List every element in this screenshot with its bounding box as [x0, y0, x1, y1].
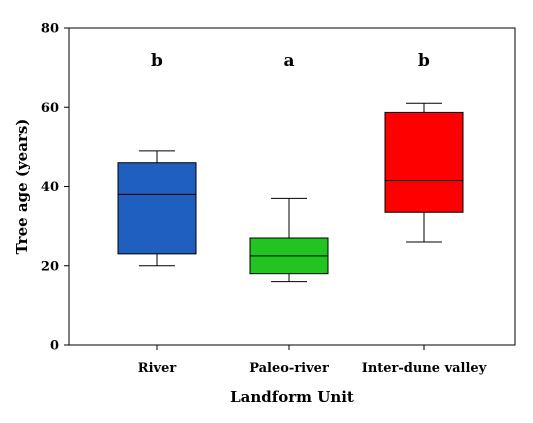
y-tick-label: 40 [41, 180, 59, 195]
box-3: b [384, 51, 464, 243]
y-tick-label: 20 [41, 259, 59, 274]
x-category-label: Paleo-river [249, 361, 329, 376]
significance-letter: a [283, 51, 294, 71]
y-tick-label: 80 [41, 22, 59, 37]
iqr-box [384, 111, 464, 213]
x-category-label: River [138, 361, 177, 376]
x-axis-title: Landform Unit [230, 388, 354, 406]
x-axis: River Paleo-river Inter-dune valley [138, 345, 487, 376]
x-category-label: Inter-dune valley [362, 361, 487, 376]
significance-letter: b [418, 51, 430, 71]
y-tick-label: 60 [41, 101, 59, 116]
iqr-box [117, 162, 197, 255]
box-2: a [249, 51, 329, 283]
y-axis-title: Tree age (years) [13, 119, 31, 255]
y-axis: 0 20 40 60 80 [41, 22, 69, 354]
box-1: b [117, 51, 197, 267]
y-tick-label: 0 [50, 339, 59, 354]
significance-letter: b [151, 51, 163, 71]
